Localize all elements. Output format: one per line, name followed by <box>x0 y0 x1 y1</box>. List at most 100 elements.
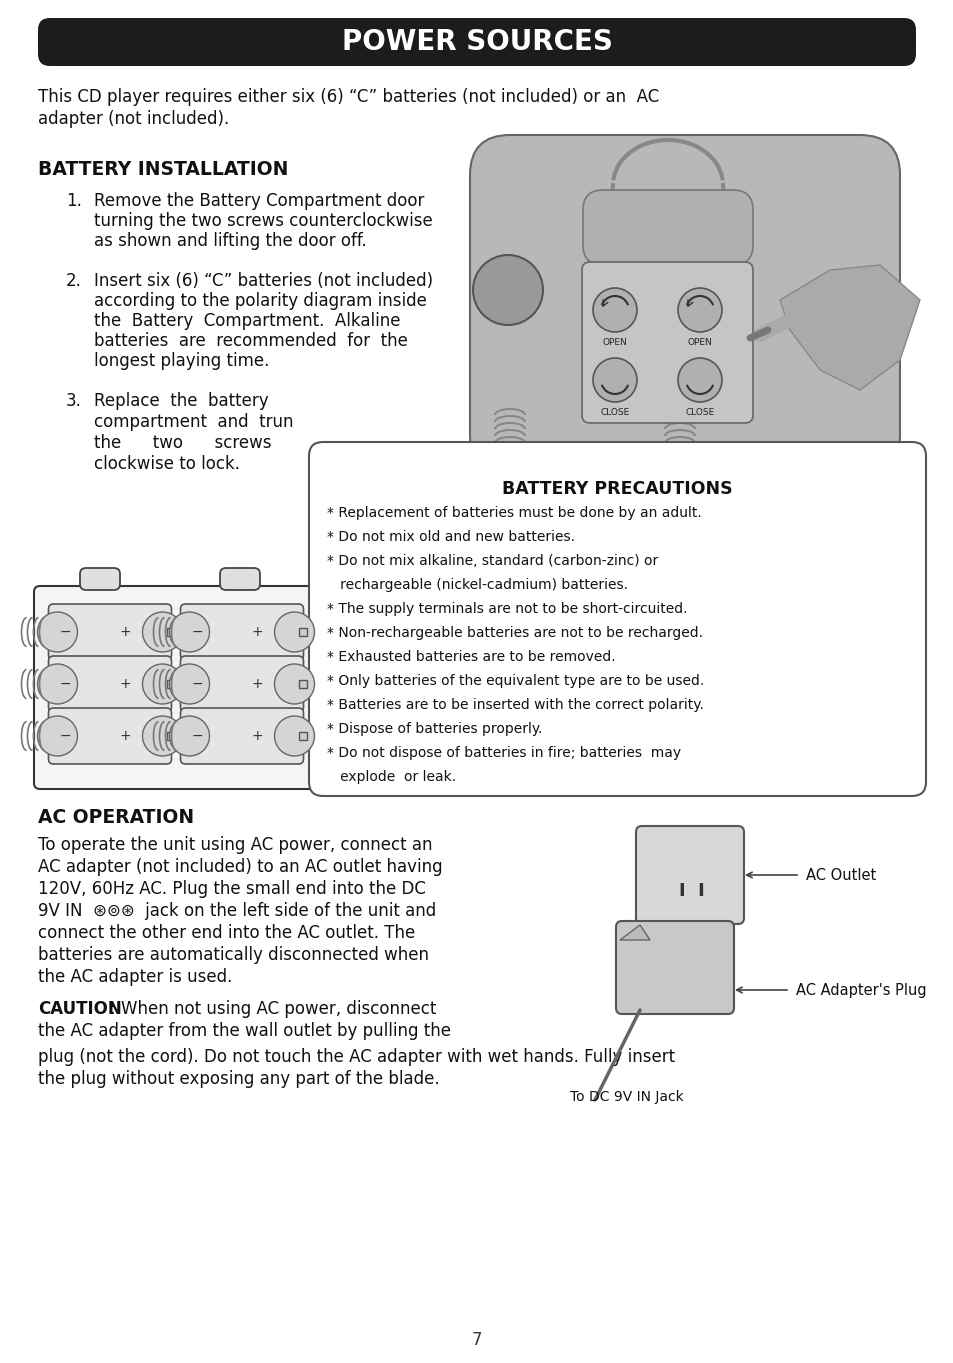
Text: rechargeable (nickel-cadmium) batteries.: rechargeable (nickel-cadmium) batteries. <box>327 578 627 592</box>
Text: −: − <box>59 626 71 639</box>
Text: BATTERY INSTALLATION: BATTERY INSTALLATION <box>38 159 288 179</box>
Circle shape <box>37 664 77 705</box>
Circle shape <box>170 664 210 705</box>
Text: OPEN: OPEN <box>687 338 712 348</box>
FancyBboxPatch shape <box>80 568 120 590</box>
FancyBboxPatch shape <box>299 732 307 740</box>
Text: −: − <box>191 729 203 743</box>
Text: * Dispose of batteries properly.: * Dispose of batteries properly. <box>327 722 542 736</box>
Text: * The supply terminals are not to be short-circuited.: * The supply terminals are not to be sho… <box>327 602 687 616</box>
FancyBboxPatch shape <box>38 18 915 65</box>
FancyBboxPatch shape <box>299 680 307 688</box>
Text: I  I: I I <box>679 882 704 900</box>
Text: longest playing time.: longest playing time. <box>94 352 269 369</box>
Text: AC Adapter's Plug: AC Adapter's Plug <box>795 983 925 998</box>
Text: the plug without exposing any part of the blade.: the plug without exposing any part of th… <box>38 1070 439 1088</box>
Text: * Only batteries of the equivalent type are to be used.: * Only batteries of the equivalent type … <box>327 673 703 688</box>
Text: AC Outlet: AC Outlet <box>805 868 876 883</box>
Polygon shape <box>619 925 649 940</box>
Circle shape <box>142 716 182 756</box>
FancyBboxPatch shape <box>220 568 260 590</box>
FancyBboxPatch shape <box>616 921 733 1014</box>
Text: the AC adapter is used.: the AC adapter is used. <box>38 968 233 985</box>
FancyBboxPatch shape <box>168 732 175 740</box>
Text: 1.: 1. <box>66 192 82 210</box>
Text: POWER SOURCES: POWER SOURCES <box>341 29 612 56</box>
Text: clockwise to lock.: clockwise to lock. <box>94 455 240 473</box>
Text: −: − <box>59 729 71 743</box>
Text: AC adapter (not included) to an AC outlet having: AC adapter (not included) to an AC outle… <box>38 857 442 876</box>
Text: the  Battery  Compartment.  Alkaline: the Battery Compartment. Alkaline <box>94 312 400 330</box>
Text: OPEN: OPEN <box>602 338 627 348</box>
Text: : When not using AC power, disconnect: : When not using AC power, disconnect <box>110 1000 436 1018</box>
Circle shape <box>274 612 314 652</box>
Text: plug (not the cord). Do not touch the AC adapter with wet hands. Fully insert: plug (not the cord). Do not touch the AC… <box>38 1048 675 1066</box>
Text: −: − <box>191 626 203 639</box>
Text: * Non-rechargeable batteries are not to be recharged.: * Non-rechargeable batteries are not to … <box>327 626 702 641</box>
Text: * Do not mix alkaline, standard (carbon-zinc) or: * Do not mix alkaline, standard (carbon-… <box>327 553 658 568</box>
Text: Remove the Battery Compartment door: Remove the Battery Compartment door <box>94 192 424 210</box>
Circle shape <box>274 664 314 705</box>
Text: batteries are automatically disconnected when: batteries are automatically disconnected… <box>38 946 429 964</box>
FancyBboxPatch shape <box>49 604 172 660</box>
FancyBboxPatch shape <box>49 656 172 711</box>
Circle shape <box>678 358 721 402</box>
FancyBboxPatch shape <box>49 707 172 765</box>
Text: To operate the unit using AC power, connect an: To operate the unit using AC power, conn… <box>38 836 432 855</box>
Text: +: + <box>119 729 131 743</box>
Circle shape <box>593 288 637 333</box>
Text: 9V IN  ⊛⊚⊛  jack on the left side of the unit and: 9V IN ⊛⊚⊛ jack on the left side of the u… <box>38 902 436 920</box>
Text: CLOSE: CLOSE <box>684 408 714 417</box>
FancyBboxPatch shape <box>470 135 899 474</box>
Text: CLOSE: CLOSE <box>599 408 629 417</box>
Text: adapter (not included).: adapter (not included). <box>38 110 229 128</box>
Circle shape <box>170 612 210 652</box>
Text: Replace  the  battery: Replace the battery <box>94 393 269 410</box>
FancyBboxPatch shape <box>581 262 752 423</box>
FancyBboxPatch shape <box>180 707 303 765</box>
Text: * Batteries are to be inserted with the correct polarity.: * Batteries are to be inserted with the … <box>327 698 703 711</box>
FancyBboxPatch shape <box>180 604 303 660</box>
Text: * Do not dispose of batteries in fire; batteries  may: * Do not dispose of batteries in fire; b… <box>327 746 680 761</box>
Circle shape <box>142 612 182 652</box>
Polygon shape <box>780 264 919 390</box>
FancyBboxPatch shape <box>34 586 324 789</box>
Circle shape <box>678 288 721 333</box>
Text: BATTERY PRECAUTIONS: BATTERY PRECAUTIONS <box>501 480 732 497</box>
Text: +: + <box>119 626 131 639</box>
Circle shape <box>37 716 77 756</box>
Text: 3.: 3. <box>66 393 82 410</box>
Text: To DC 9V IN Jack: To DC 9V IN Jack <box>569 1090 683 1104</box>
Text: * Do not mix old and new batteries.: * Do not mix old and new batteries. <box>327 530 575 544</box>
Text: * Exhausted batteries are to be removed.: * Exhausted batteries are to be removed. <box>327 650 615 664</box>
Text: −: − <box>59 677 71 691</box>
Text: explode  or leak.: explode or leak. <box>327 770 456 784</box>
Text: connect the other end into the AC outlet. The: connect the other end into the AC outlet… <box>38 924 415 942</box>
FancyBboxPatch shape <box>299 628 307 637</box>
Text: the AC adapter from the wall outlet by pulling the: the AC adapter from the wall outlet by p… <box>38 1022 451 1040</box>
Text: according to the polarity diagram inside: according to the polarity diagram inside <box>94 292 426 309</box>
Text: 7: 7 <box>471 1332 482 1349</box>
FancyBboxPatch shape <box>180 656 303 711</box>
Circle shape <box>473 255 542 324</box>
Text: +: + <box>119 677 131 691</box>
Text: compartment  and  trun: compartment and trun <box>94 413 294 431</box>
FancyBboxPatch shape <box>309 442 925 796</box>
Text: −: − <box>191 677 203 691</box>
Text: AC OPERATION: AC OPERATION <box>38 808 193 827</box>
Text: Insert six (6) “C” batteries (not included): Insert six (6) “C” batteries (not includ… <box>94 273 433 290</box>
FancyBboxPatch shape <box>168 680 175 688</box>
FancyBboxPatch shape <box>168 628 175 637</box>
Text: This CD player requires either six (6) “C” batteries (not included) or an  AC: This CD player requires either six (6) “… <box>38 89 659 106</box>
Circle shape <box>274 716 314 756</box>
Text: as shown and lifting the door off.: as shown and lifting the door off. <box>94 232 366 249</box>
Text: +: + <box>251 626 262 639</box>
Text: 120V, 60Hz AC. Plug the small end into the DC: 120V, 60Hz AC. Plug the small end into t… <box>38 880 425 898</box>
Text: * Replacement of batteries must be done by an adult.: * Replacement of batteries must be done … <box>327 506 701 521</box>
Circle shape <box>142 664 182 705</box>
Text: +: + <box>251 677 262 691</box>
Text: 2.: 2. <box>66 273 82 290</box>
Text: the      two      screws: the two screws <box>94 433 272 453</box>
FancyBboxPatch shape <box>636 826 743 924</box>
Circle shape <box>37 612 77 652</box>
